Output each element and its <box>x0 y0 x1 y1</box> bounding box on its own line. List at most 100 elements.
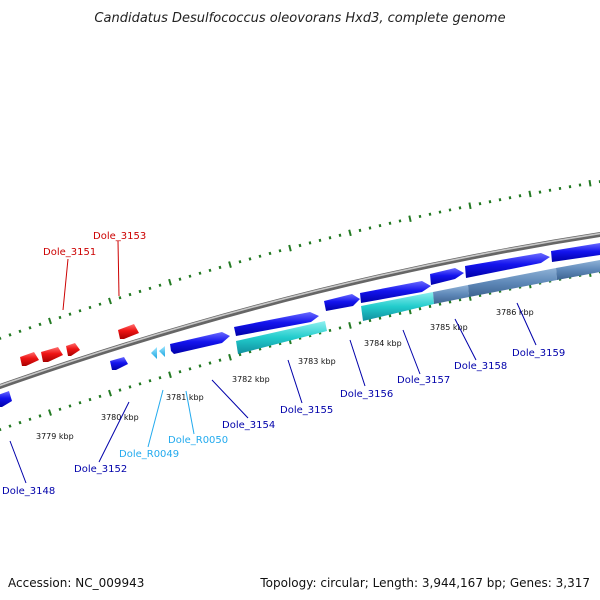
cds-band[interactable] <box>468 268 557 297</box>
minor-tick <box>118 296 122 300</box>
dole-3153-gene[interactable] <box>118 324 139 339</box>
minor-tick <box>88 305 92 310</box>
gene-label[interactable]: Dole_3157 <box>397 375 450 386</box>
minor-tick <box>428 304 432 309</box>
minor-tick <box>488 200 492 204</box>
gene-label[interactable]: Dole_3159 <box>512 348 565 359</box>
minor-tick <box>28 326 32 330</box>
gene-label[interactable]: Dole_3155 <box>280 405 333 416</box>
major-tick <box>108 389 112 397</box>
gene-label[interactable]: Dole_R0049 <box>119 449 179 460</box>
minor-tick <box>378 224 382 228</box>
gene-label[interactable]: Dole_3156 <box>340 389 393 400</box>
minor-tick <box>8 424 12 428</box>
accession-text: Accession: NC_009943 <box>8 576 144 590</box>
minor-tick <box>378 316 382 320</box>
dole-3159-gene[interactable] <box>465 253 550 278</box>
minor-tick <box>298 243 302 248</box>
minor-tick <box>438 210 442 214</box>
cds-band[interactable] <box>433 285 469 304</box>
minor-tick <box>398 219 402 223</box>
major-tick <box>348 322 352 329</box>
minor-tick <box>368 226 372 230</box>
minor-tick <box>18 329 22 333</box>
gene-arrow[interactable] <box>41 347 63 362</box>
minor-tick <box>238 352 242 357</box>
gene-label[interactable]: Dole_3152 <box>74 464 127 475</box>
minor-tick <box>518 194 522 198</box>
minor-tick <box>68 404 72 408</box>
minor-tick <box>98 302 102 306</box>
gene-label[interactable]: Dole_3148 <box>2 486 55 497</box>
minor-tick <box>338 233 342 237</box>
minor-tick <box>208 361 212 365</box>
minor-tick <box>388 221 392 225</box>
gene-label[interactable]: Dole_3153 <box>93 231 146 242</box>
minor-tick <box>418 307 422 311</box>
scale-label: 3785 kbp <box>430 323 468 332</box>
minor-tick <box>218 265 222 270</box>
minor-tick <box>88 397 92 402</box>
minor-tick <box>448 208 452 212</box>
cds-bands <box>236 260 600 354</box>
major-tick <box>528 190 532 198</box>
dole-3156-gene[interactable] <box>324 294 360 311</box>
minor-tick <box>148 379 152 383</box>
dole-3157-gene[interactable] <box>360 281 431 303</box>
major-tick <box>48 409 52 416</box>
minor-tick <box>118 388 122 392</box>
minor-tick <box>158 376 162 380</box>
rna-arrow[interactable] <box>159 346 165 357</box>
minor-tick <box>128 292 132 297</box>
scale-label: 3784 kbp <box>364 339 402 348</box>
major-tick <box>408 215 412 223</box>
dole-3152-gene[interactable] <box>110 357 128 370</box>
minor-tick <box>58 315 62 320</box>
minor-tick <box>68 312 72 316</box>
gene-label[interactable]: Dole_3151 <box>43 247 96 258</box>
major-tick <box>588 179 592 187</box>
scale-labels: 3779 kbp 3780 kbp 3781 kbp 3782 kbp 3783… <box>36 308 534 441</box>
dole-3158-gene[interactable] <box>430 268 464 285</box>
dole-3155-gene[interactable] <box>234 312 319 336</box>
minor-tick <box>38 414 42 418</box>
dole-3148-gene[interactable] <box>0 391 12 407</box>
minor-tick <box>128 385 132 389</box>
minor-tick <box>248 257 252 261</box>
plus-strand-genes <box>0 243 600 407</box>
major-tick <box>168 278 172 286</box>
minor-tick <box>138 289 142 294</box>
gene-label[interactable]: Dole_3158 <box>454 361 507 372</box>
dole-3154-gene[interactable] <box>170 332 230 354</box>
gene-label[interactable]: Dole_R0050 <box>168 435 228 446</box>
scale-label: 3783 kbp <box>298 357 336 366</box>
cds-band[interactable] <box>556 260 600 280</box>
minor-tick <box>358 228 362 233</box>
minor-tick <box>158 283 162 287</box>
cds-band[interactable] <box>236 321 327 354</box>
minor-tick <box>278 249 282 253</box>
minor-tick <box>448 300 452 304</box>
gene-arrow[interactable] <box>551 243 600 262</box>
minor-tick <box>8 333 12 337</box>
gene-arrow[interactable] <box>20 352 39 366</box>
minor-tick <box>18 420 22 425</box>
minor-tick <box>358 321 362 325</box>
minor-tick <box>418 214 422 219</box>
major-tick <box>108 297 112 305</box>
gene-label[interactable]: Dole_3154 <box>222 420 275 431</box>
major-tick <box>228 353 232 361</box>
minor-tick <box>268 251 272 256</box>
scale-label: 3779 kbp <box>36 432 74 441</box>
minor-tick <box>478 202 482 206</box>
minor-tick <box>438 302 442 306</box>
minor-tick <box>258 254 262 258</box>
rna-arrow[interactable] <box>151 347 157 359</box>
minor-tick <box>38 322 42 327</box>
genome-summary-text: Topology: circular; Length: 3,944,167 bp… <box>259 576 590 590</box>
gene-arrow[interactable] <box>66 343 80 356</box>
minor-tick <box>178 277 182 281</box>
minor-tick <box>218 358 222 362</box>
cds-band[interactable] <box>361 292 434 321</box>
